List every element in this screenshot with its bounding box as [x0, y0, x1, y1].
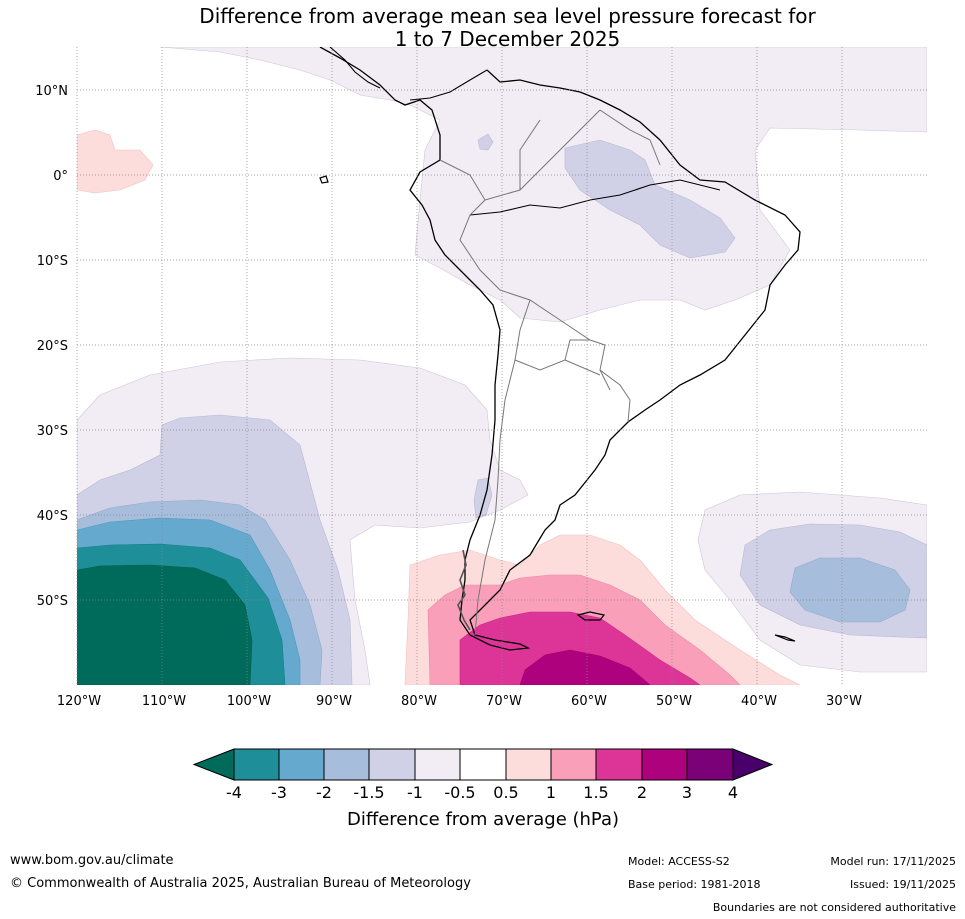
colorbar-tick-label: 4	[728, 783, 738, 802]
lon-label: 70°W	[486, 694, 522, 709]
colorbar-tick-label: -2	[316, 783, 332, 802]
lon-label: 40°W	[741, 694, 777, 709]
colorbar-segment	[506, 749, 551, 780]
colorbar-segment	[324, 749, 369, 780]
lon-label: 90°W	[316, 694, 352, 709]
colorbar-tick-label: -4	[226, 783, 242, 802]
lon-label: 60°W	[571, 694, 607, 709]
footer-issued: Issued: 19/11/2025	[849, 878, 956, 891]
footer-base-period: Base period: 1981-2018	[628, 878, 761, 891]
chile-fjords	[457, 549, 471, 631]
contour-pos-1-5	[459, 611, 701, 685]
lat-label: 10°S	[37, 254, 68, 269]
central-america-coastline	[329, 47, 488, 101]
colorbar-segment	[642, 749, 687, 780]
colorbar-segment	[687, 749, 733, 780]
contour-neg-1-5-east	[789, 557, 911, 623]
colorbar-tick-label: -3	[271, 783, 287, 802]
colorbar-segment	[596, 749, 642, 780]
latitude-labels: 10°N 0° 10°S 20°S 30°S 40°S 50°S	[35, 84, 68, 609]
lon-label: 100°W	[227, 694, 271, 709]
contour-neg-4	[77, 564, 253, 685]
title-line-2: 1 to 7 December 2025	[394, 27, 621, 51]
lat-label: 30°S	[37, 424, 68, 439]
south-america-coastline	[319, 47, 801, 651]
footer-url: www.bom.gov.au/climate	[10, 853, 174, 868]
colorbar-tick-label: -0.5	[444, 783, 475, 802]
colorbar-tick-label: 1	[546, 783, 556, 802]
anomaly-field	[77, 47, 927, 685]
colorbar-segment	[551, 749, 596, 780]
amazon-river	[469, 179, 721, 216]
colorbar-tick-label: -1	[407, 783, 423, 802]
footer-boundaries-note: Boundaries are not considered authoritat…	[712, 901, 956, 914]
colorbar-title: Difference from average (hPa)	[347, 809, 619, 830]
contour-neg-1-amazon	[564, 139, 736, 259]
lon-label: 120°W	[57, 694, 101, 709]
colorbar-tick-label: 1.5	[583, 783, 608, 802]
lat-label: 20°S	[37, 339, 68, 354]
contour-pos-2	[519, 649, 651, 685]
colorbar-tick-label: -1.5	[353, 783, 384, 802]
colorbar-segment	[369, 749, 415, 780]
colorbar-max-arrow	[732, 748, 774, 781]
lat-label: 50°S	[37, 594, 68, 609]
lon-label: 50°W	[656, 694, 692, 709]
colorbar-segment	[279, 749, 324, 780]
colorbar-segment	[460, 749, 506, 780]
contour-neg-1-patch	[477, 133, 494, 151]
lat-label: 10°N	[35, 84, 68, 99]
colorbar-min-arrow	[192, 748, 235, 781]
galapagos	[319, 175, 329, 184]
map-title: Difference from average mean sea level p…	[0, 5, 965, 51]
colorbar-segment	[415, 749, 460, 780]
falkland-islands	[576, 611, 606, 621]
longitude-labels: 120°W 110°W 100°W 90°W 80°W 70°W 60°W 50…	[57, 694, 862, 709]
colorbar-dividers	[278, 749, 688, 780]
coastlines	[319, 47, 801, 651]
footer-model-run: Model run: 17/11/2025	[830, 855, 956, 868]
colorbar-segment	[234, 749, 279, 780]
lon-label: 110°W	[142, 694, 186, 709]
lon-label: 80°W	[401, 694, 437, 709]
contour-neg-0-5-north	[159, 47, 927, 323]
colorbar-tick-label: 3	[682, 783, 692, 802]
colorbar-outline	[233, 748, 734, 781]
title-line-1: Difference from average mean sea level p…	[199, 4, 816, 28]
footer-copyright: © Commonwealth of Australia 2025, Austra…	[10, 876, 471, 891]
graticule	[76, 47, 927, 685]
lat-label: 0°	[53, 169, 68, 184]
colorbar: -4 -3 -2 -1.5 -1 -0.5 0.5 1 1.5 2 3 4 Di…	[192, 748, 774, 830]
footer-model: Model: ACCESS-S2	[628, 855, 730, 868]
lon-label: 30°W	[826, 694, 862, 709]
contour-pos-0-5-west	[77, 129, 154, 194]
south-georgia	[774, 634, 796, 642]
colorbar-tick-label: 2	[637, 783, 647, 802]
colorbar-tick-label: 0.5	[493, 783, 518, 802]
lat-label: 40°S	[37, 509, 68, 524]
